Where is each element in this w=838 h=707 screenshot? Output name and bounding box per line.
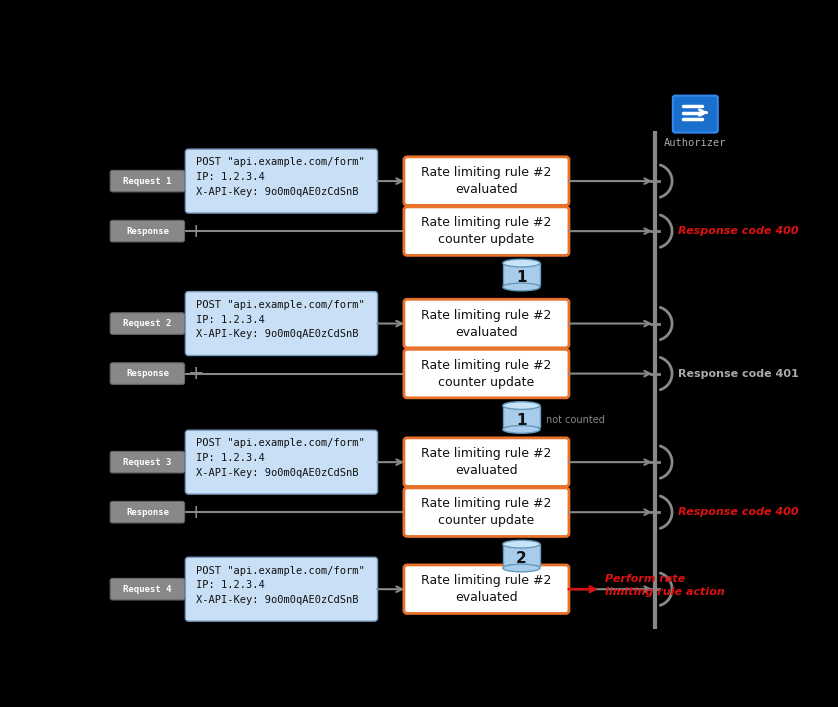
Text: Rate limiting rule #2
evaluated: Rate limiting rule #2 evaluated (422, 574, 551, 604)
FancyBboxPatch shape (110, 451, 184, 473)
FancyBboxPatch shape (404, 488, 569, 537)
Ellipse shape (503, 564, 540, 572)
Ellipse shape (503, 426, 540, 433)
Text: Perform rate
limiting rule action: Perform rate limiting rule action (605, 574, 724, 597)
Text: Response: Response (126, 508, 169, 517)
FancyBboxPatch shape (404, 207, 569, 255)
FancyBboxPatch shape (110, 170, 184, 192)
Text: Rate limiting rule #2
counter update: Rate limiting rule #2 counter update (422, 358, 551, 389)
FancyBboxPatch shape (110, 312, 184, 334)
Text: Authorizer: Authorizer (664, 138, 727, 148)
FancyBboxPatch shape (185, 557, 378, 621)
Text: Request 1: Request 1 (123, 177, 172, 186)
Text: Rate limiting rule #2
evaluated: Rate limiting rule #2 evaluated (422, 447, 551, 477)
FancyBboxPatch shape (185, 291, 378, 356)
Text: POST "api.example.com/form"
IP: 1.2.3.4
X-API-Key: 9o0m0qAE0zCdSnB: POST "api.example.com/form" IP: 1.2.3.4 … (196, 158, 365, 197)
Text: Response: Response (126, 227, 169, 235)
FancyBboxPatch shape (404, 299, 569, 348)
Text: Rate limiting rule #2
evaluated: Rate limiting rule #2 evaluated (422, 166, 551, 196)
Text: Rate limiting rule #2
counter update: Rate limiting rule #2 counter update (422, 216, 551, 246)
Text: not counted: not counted (546, 415, 605, 425)
Text: Response code 400: Response code 400 (678, 507, 799, 518)
Ellipse shape (503, 283, 540, 291)
FancyBboxPatch shape (503, 406, 540, 427)
Text: 1: 1 (516, 270, 526, 285)
Ellipse shape (503, 259, 540, 267)
Text: Response: Response (126, 369, 169, 378)
FancyBboxPatch shape (404, 349, 569, 398)
Text: POST "api.example.com/form"
IP: 1.2.3.4
X-API-Key: 9o0m0qAE0zCdSnB: POST "api.example.com/form" IP: 1.2.3.4 … (196, 438, 365, 478)
Text: 2: 2 (516, 551, 527, 566)
FancyBboxPatch shape (110, 501, 184, 523)
Text: Rate limiting rule #2
counter update: Rate limiting rule #2 counter update (422, 497, 551, 527)
FancyBboxPatch shape (110, 363, 184, 385)
FancyBboxPatch shape (673, 95, 718, 133)
Text: +: + (188, 503, 204, 522)
FancyBboxPatch shape (503, 544, 540, 566)
Text: POST "api.example.com/form"
IP: 1.2.3.4
X-API-Key: 9o0m0qAE0zCdSnB: POST "api.example.com/form" IP: 1.2.3.4 … (196, 300, 365, 339)
Text: Request 4: Request 4 (123, 585, 172, 594)
FancyBboxPatch shape (404, 157, 569, 205)
FancyBboxPatch shape (404, 438, 569, 486)
FancyBboxPatch shape (404, 565, 569, 614)
Text: Response code 400: Response code 400 (678, 226, 799, 236)
Text: Rate limiting rule #2
evaluated: Rate limiting rule #2 evaluated (422, 308, 551, 339)
Text: POST "api.example.com/form"
IP: 1.2.3.4
X-API-Key: 9o0m0qAE0zCdSnB: POST "api.example.com/form" IP: 1.2.3.4 … (196, 566, 365, 605)
FancyBboxPatch shape (185, 149, 378, 213)
Text: Request 3: Request 3 (123, 457, 172, 467)
Text: +: + (188, 221, 204, 240)
Ellipse shape (503, 540, 540, 548)
Ellipse shape (503, 402, 540, 409)
FancyBboxPatch shape (110, 221, 184, 242)
FancyBboxPatch shape (503, 263, 540, 285)
FancyBboxPatch shape (110, 578, 184, 600)
FancyBboxPatch shape (185, 430, 378, 494)
Text: 1: 1 (516, 413, 526, 428)
Text: +: + (188, 364, 204, 383)
Text: Request 2: Request 2 (123, 319, 172, 328)
Text: Response code 401: Response code 401 (678, 368, 799, 378)
